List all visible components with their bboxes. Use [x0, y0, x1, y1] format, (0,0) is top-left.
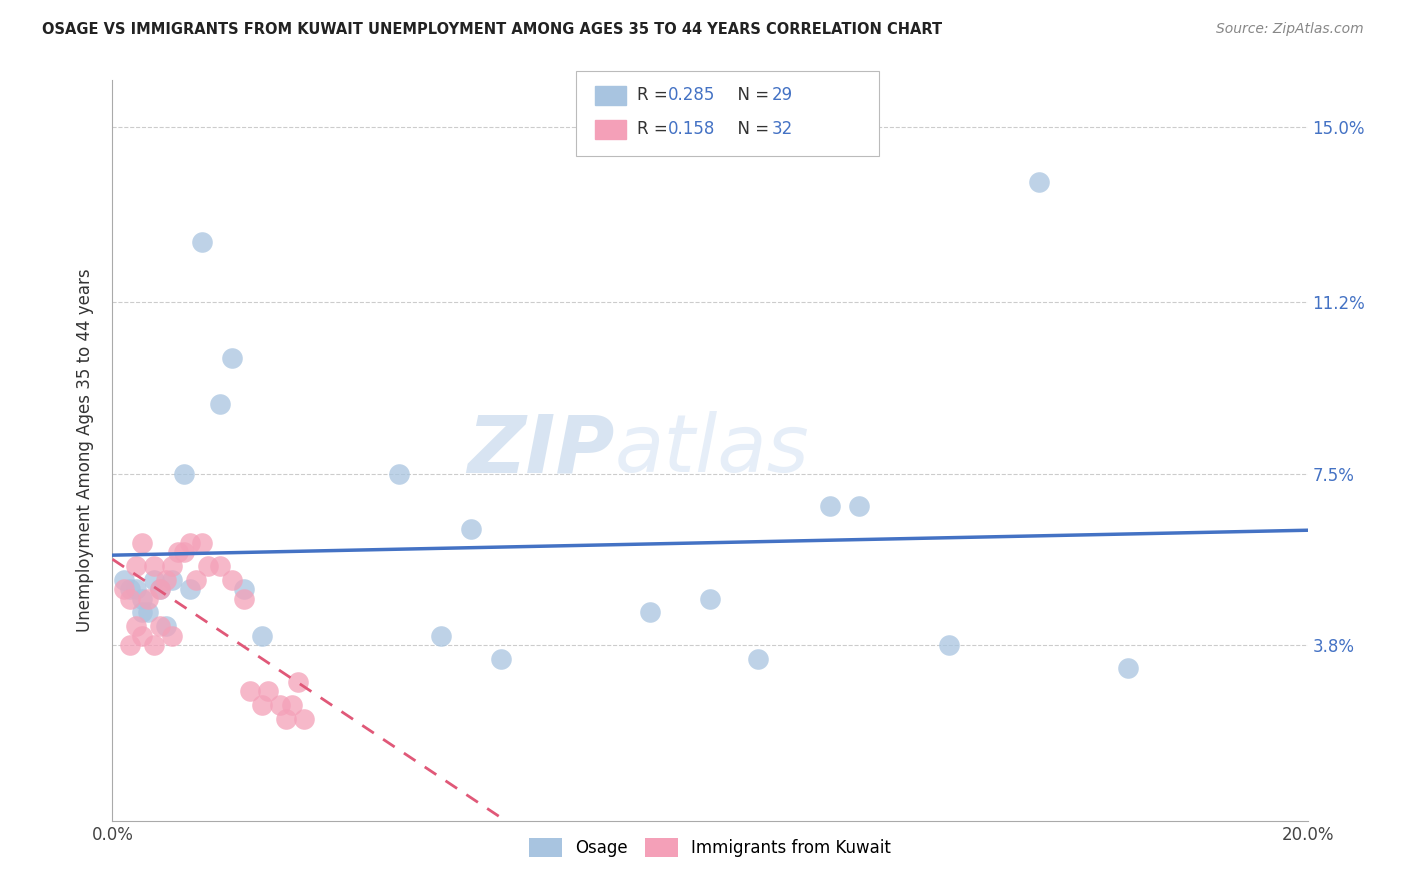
Text: 0.158: 0.158 [668, 120, 716, 138]
Point [162, 573, 183, 587]
Text: N =: N = [727, 120, 775, 138]
Point [274, 712, 297, 726]
Point [114, 573, 135, 587]
Point [221, 573, 243, 587]
Point [167, 545, 190, 559]
Point [269, 698, 291, 712]
Point [257, 684, 280, 698]
Point [114, 582, 135, 597]
Point [287, 674, 309, 689]
Point [120, 582, 142, 597]
Text: Source: ZipAtlas.com: Source: ZipAtlas.com [1216, 22, 1364, 37]
Point [173, 545, 195, 559]
Point [640, 606, 662, 620]
Point [1028, 175, 1050, 189]
Point [747, 651, 769, 665]
Point [250, 628, 273, 642]
Point [131, 591, 153, 606]
Text: ZIP: ZIP [467, 411, 614, 490]
Point [250, 698, 273, 712]
Legend: Osage, Immigrants from Kuwait: Osage, Immigrants from Kuwait [522, 831, 898, 864]
Point [179, 536, 201, 550]
Point [179, 582, 201, 597]
Point [281, 698, 304, 712]
Point [209, 559, 232, 574]
Point [155, 619, 177, 633]
Point [131, 628, 153, 642]
Text: OSAGE VS IMMIGRANTS FROM KUWAIT UNEMPLOYMENT AMONG AGES 35 TO 44 YEARS CORRELATI: OSAGE VS IMMIGRANTS FROM KUWAIT UNEMPLOY… [42, 22, 942, 37]
Point [489, 651, 512, 665]
Point [197, 559, 219, 574]
Point [699, 591, 721, 606]
Point [131, 606, 153, 620]
Point [848, 499, 870, 513]
Point [186, 573, 208, 587]
Point [138, 606, 160, 620]
Text: R =: R = [637, 120, 673, 138]
Point [131, 536, 153, 550]
Point [938, 638, 960, 652]
Point [209, 397, 232, 411]
Text: atlas: atlas [614, 411, 810, 490]
Point [120, 591, 142, 606]
Point [162, 628, 183, 642]
Point [233, 591, 256, 606]
Point [143, 638, 166, 652]
Point [173, 467, 195, 481]
Point [460, 522, 482, 536]
Point [818, 499, 841, 513]
Point [125, 619, 148, 633]
Point [143, 559, 166, 574]
Text: R =: R = [637, 87, 673, 104]
Text: N =: N = [727, 87, 775, 104]
Point [149, 619, 172, 633]
Point [125, 559, 148, 574]
Point [125, 582, 148, 597]
Text: 0.285: 0.285 [668, 87, 716, 104]
Point [430, 628, 453, 642]
Point [191, 235, 214, 250]
Point [138, 591, 160, 606]
Y-axis label: Unemployment Among Ages 35 to 44 years: Unemployment Among Ages 35 to 44 years [76, 268, 94, 632]
Point [143, 573, 166, 587]
Text: 32: 32 [772, 120, 793, 138]
Text: 29: 29 [772, 87, 793, 104]
Point [191, 536, 214, 550]
Point [162, 559, 183, 574]
Point [149, 582, 172, 597]
Point [1118, 661, 1140, 675]
Point [149, 582, 172, 597]
Point [239, 684, 262, 698]
Point [155, 573, 177, 587]
Point [388, 467, 411, 481]
Point [292, 712, 315, 726]
Point [233, 582, 256, 597]
Point [221, 351, 243, 365]
Point [120, 638, 142, 652]
